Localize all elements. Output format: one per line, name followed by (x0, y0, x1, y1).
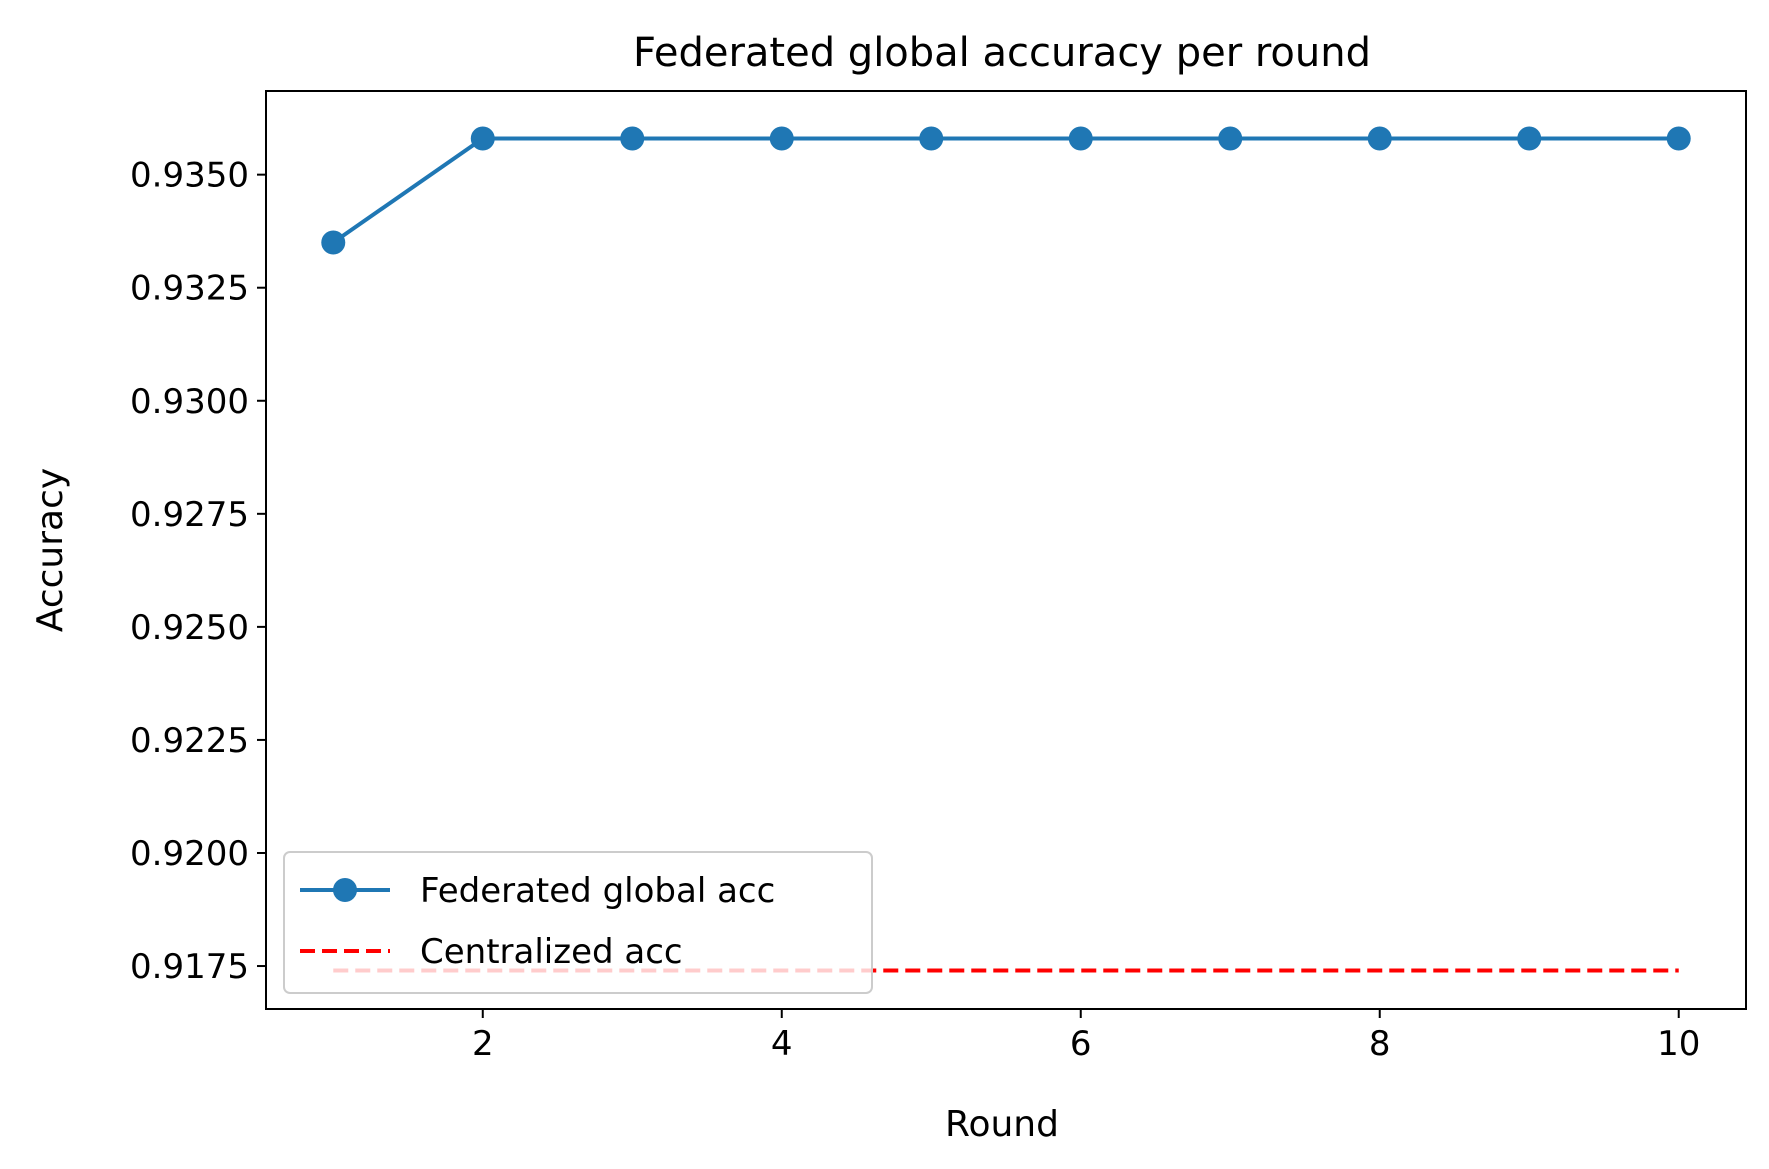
x-tick-label-4: 10 (1657, 1024, 1700, 1064)
y-axis-label: Accuracy (30, 468, 71, 632)
data-point-0-1 (470, 126, 495, 151)
data-point-0-9 (1666, 126, 1691, 151)
axes-frame (265, 90, 1747, 1010)
legend-box (283, 851, 873, 994)
y-tick-label-3: 0.9250 (130, 608, 249, 648)
x-tick-label-0: 2 (472, 1024, 494, 1064)
y-tick-label-0: 0.9175 (130, 947, 249, 987)
y-tick-label-1: 0.9200 (130, 834, 249, 874)
chart-title: Federated global accuracy per round (633, 30, 1371, 76)
data-point-0-3 (769, 126, 794, 151)
x-tick-label-3: 8 (1369, 1024, 1391, 1064)
series-line-0 (332, 136, 1679, 245)
legend-centralized-label: Centralized acc (420, 932, 683, 972)
legend-federated-label: Federated global acc (420, 871, 775, 911)
x-tick-label-2: 6 (1070, 1024, 1092, 1064)
data-point-0-6 (1218, 126, 1243, 151)
data-point-0-2 (620, 126, 645, 151)
y-tick-label-5: 0.9300 (130, 382, 249, 422)
y-axis-ticks: 0.9175 0.9200 0.9225 0.9250 0.9275 0.9300 0.93… (130, 156, 266, 987)
legend: Federated global acc Centralized acc (283, 851, 873, 994)
data-point-0-5 (1068, 126, 1093, 151)
data-point-0-8 (1517, 126, 1542, 151)
x-tick-label-1: 4 (771, 1024, 793, 1064)
y-tick-label-7: 0.9350 (130, 156, 249, 196)
y-tick-label-2: 0.9225 (130, 721, 249, 761)
x-axis-label: Round (945, 1104, 1059, 1145)
y-tick-label-6: 0.9325 (130, 269, 249, 309)
data-point-0-0 (321, 230, 346, 255)
legend-federated-marker (333, 878, 357, 902)
data-point-0-4 (919, 126, 944, 151)
plot-area (321, 126, 1691, 973)
data-point-0-7 (1367, 126, 1392, 151)
y-tick-label-4: 0.9275 (130, 495, 249, 535)
x-axis-ticks: 2 4 6 8 10 (472, 1009, 1700, 1064)
